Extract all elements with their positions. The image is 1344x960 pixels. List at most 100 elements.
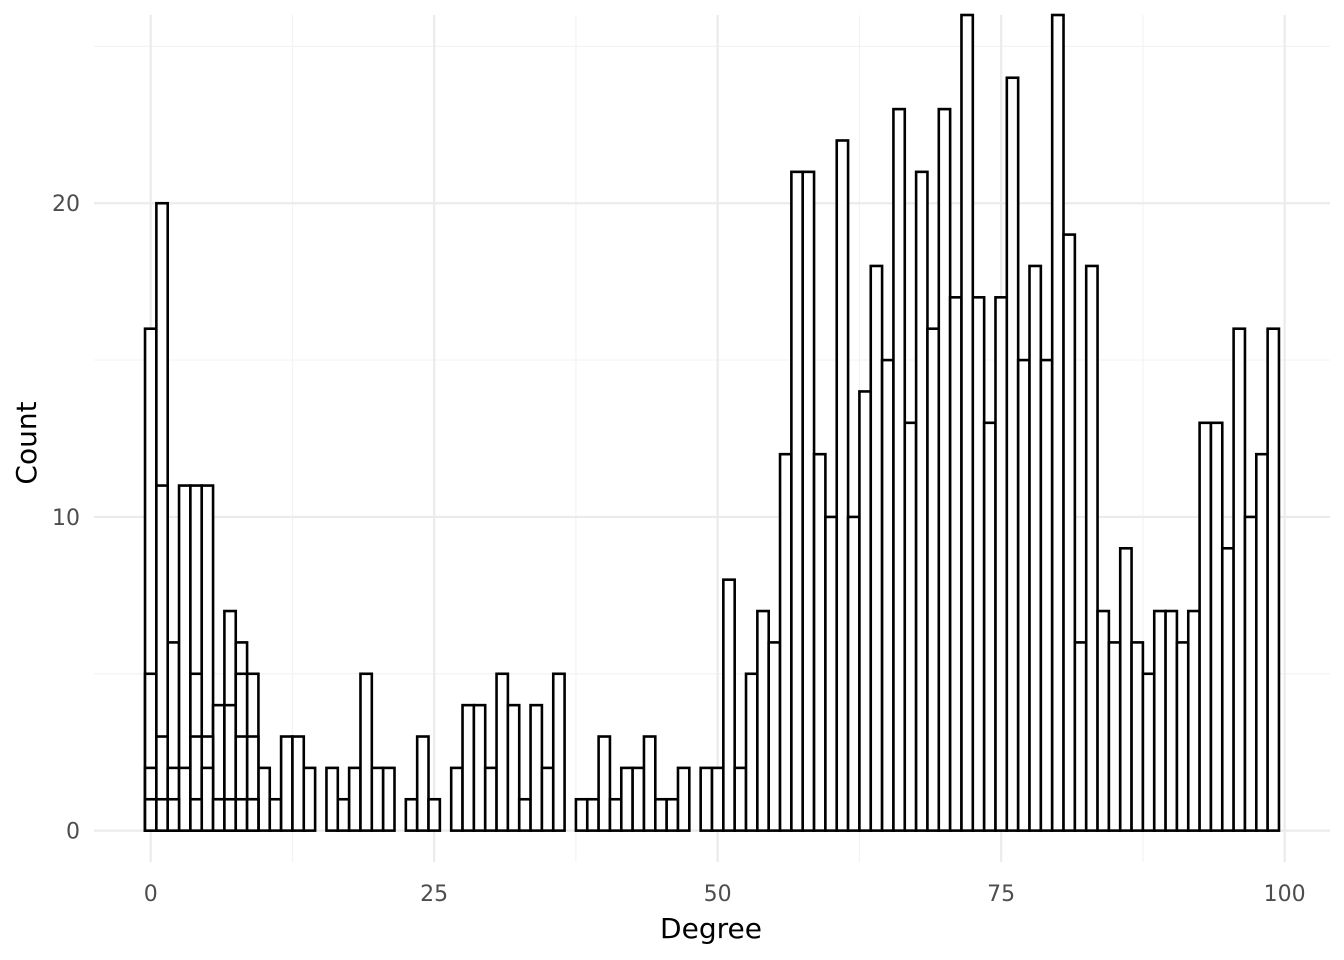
- histogram-bar: [880, 358, 895, 832]
- histogram-bar: [1118, 546, 1133, 832]
- histogram-bar: [1164, 609, 1179, 832]
- histogram-bar: [415, 735, 430, 832]
- histogram-bar: [608, 797, 623, 832]
- histogram-bar: [189, 797, 204, 832]
- histogram-bar: [302, 766, 317, 832]
- histogram-bar: [1016, 358, 1031, 832]
- histogram-bar: [1209, 421, 1224, 832]
- histogram-bar: [257, 766, 272, 832]
- histogram-bar: [948, 296, 963, 832]
- histogram-bar: [960, 13, 975, 832]
- histogram-bar: [971, 296, 986, 832]
- histogram-bar: [744, 672, 759, 832]
- histogram-bar: [211, 797, 226, 832]
- histogram-bar: [733, 766, 748, 832]
- histogram-bar: [858, 390, 873, 832]
- histogram-bar: [1220, 546, 1235, 832]
- histogram-bar: [483, 766, 498, 832]
- histogram-bar: [722, 578, 736, 832]
- histogram-bar: [540, 766, 555, 832]
- histogram-bar: [778, 452, 793, 832]
- x-tick-label: 100: [1264, 882, 1306, 907]
- histogram-bar: [529, 703, 544, 832]
- histogram-bar: [166, 797, 181, 832]
- histogram-bar: [1050, 13, 1065, 832]
- histogram-bar: [937, 107, 952, 832]
- histogram-bar: [597, 735, 612, 832]
- x-axis-tick-labels: 0 25 50 75 100: [144, 882, 1306, 907]
- histogram-bar: [574, 797, 589, 832]
- y-axis-tick-labels: 0 10 20: [52, 192, 80, 844]
- histogram-bar: [336, 797, 351, 832]
- histogram-bar: [1152, 609, 1167, 832]
- histogram-bar: [1005, 76, 1020, 832]
- histogram-bar: [835, 139, 850, 832]
- histogram-bar: [551, 672, 566, 832]
- histogram-bar: [200, 766, 215, 832]
- histogram-bar: [654, 797, 668, 832]
- histogram-bar: [903, 421, 918, 832]
- y-axis-title: Count: [10, 401, 43, 484]
- x-tick-label: 50: [704, 882, 732, 907]
- histogram-bar: [245, 797, 260, 832]
- histogram-bar: [892, 107, 907, 832]
- histogram-bar: [846, 515, 861, 832]
- histogram-bar: [767, 641, 782, 832]
- histogram-bar: [177, 766, 192, 832]
- histogram-bar: [223, 797, 238, 832]
- histogram-bar: [506, 703, 521, 832]
- histogram-bar: [1232, 327, 1247, 832]
- histogram-bar: [427, 797, 442, 832]
- histogram-bar: [279, 735, 294, 832]
- histogram-bar: [1084, 264, 1099, 832]
- histogram-bar: [812, 452, 827, 832]
- histogram-bar: [1039, 358, 1054, 832]
- histogram-bar: [914, 170, 929, 832]
- histogram-bar: [1254, 452, 1269, 832]
- histogram-bar: [1198, 421, 1213, 832]
- histogram-bar: [994, 296, 1009, 832]
- x-tick-label: 0: [144, 882, 158, 907]
- histogram-bar: [982, 421, 997, 832]
- histogram-bar: [347, 766, 362, 832]
- histogram-bar: [449, 766, 464, 832]
- y-tick-label: 10: [52, 506, 80, 531]
- histogram-bar: [1243, 515, 1258, 832]
- histogram-bar: [381, 766, 396, 832]
- histogram-bar: [404, 797, 419, 832]
- histogram-bar: [461, 703, 476, 832]
- histogram-bar: [1096, 609, 1111, 832]
- histogram-bar: [585, 797, 600, 832]
- y-tick-label: 0: [66, 820, 80, 845]
- histogram-bar: [699, 766, 714, 832]
- histogram-bar: [517, 797, 532, 832]
- histogram-bar: [665, 797, 680, 832]
- histogram-bar: [268, 797, 283, 832]
- histogram-bar: [642, 735, 657, 832]
- histogram-bar: [1141, 672, 1156, 832]
- x-tick-label: 75: [987, 882, 1015, 907]
- histogram-bar: [790, 170, 805, 832]
- histogram-bar: [370, 766, 385, 832]
- histogram-bar: [291, 735, 306, 832]
- histogram-bar: [1062, 233, 1077, 832]
- histogram-bar: [1028, 264, 1043, 832]
- histogram-bar: [325, 766, 340, 832]
- minor-gridlines: [94, 15, 1330, 862]
- histogram-bar: [710, 766, 725, 832]
- histogram-bar: [1130, 641, 1145, 832]
- histogram-bar: [234, 797, 249, 832]
- x-tick-label: 25: [420, 882, 448, 907]
- histogram-bars: [143, 13, 1281, 832]
- histogram-bar: [869, 264, 884, 832]
- histogram-bar: [1073, 641, 1088, 832]
- histogram-bar: [495, 672, 510, 832]
- histogram-bar: [801, 170, 816, 832]
- histogram-bar: [1175, 641, 1190, 832]
- histogram-bar: [631, 766, 646, 832]
- y-tick-label: 20: [52, 192, 80, 217]
- histogram-bar: [926, 327, 941, 832]
- histogram-bar: [155, 797, 170, 832]
- histogram-bar: [619, 766, 634, 832]
